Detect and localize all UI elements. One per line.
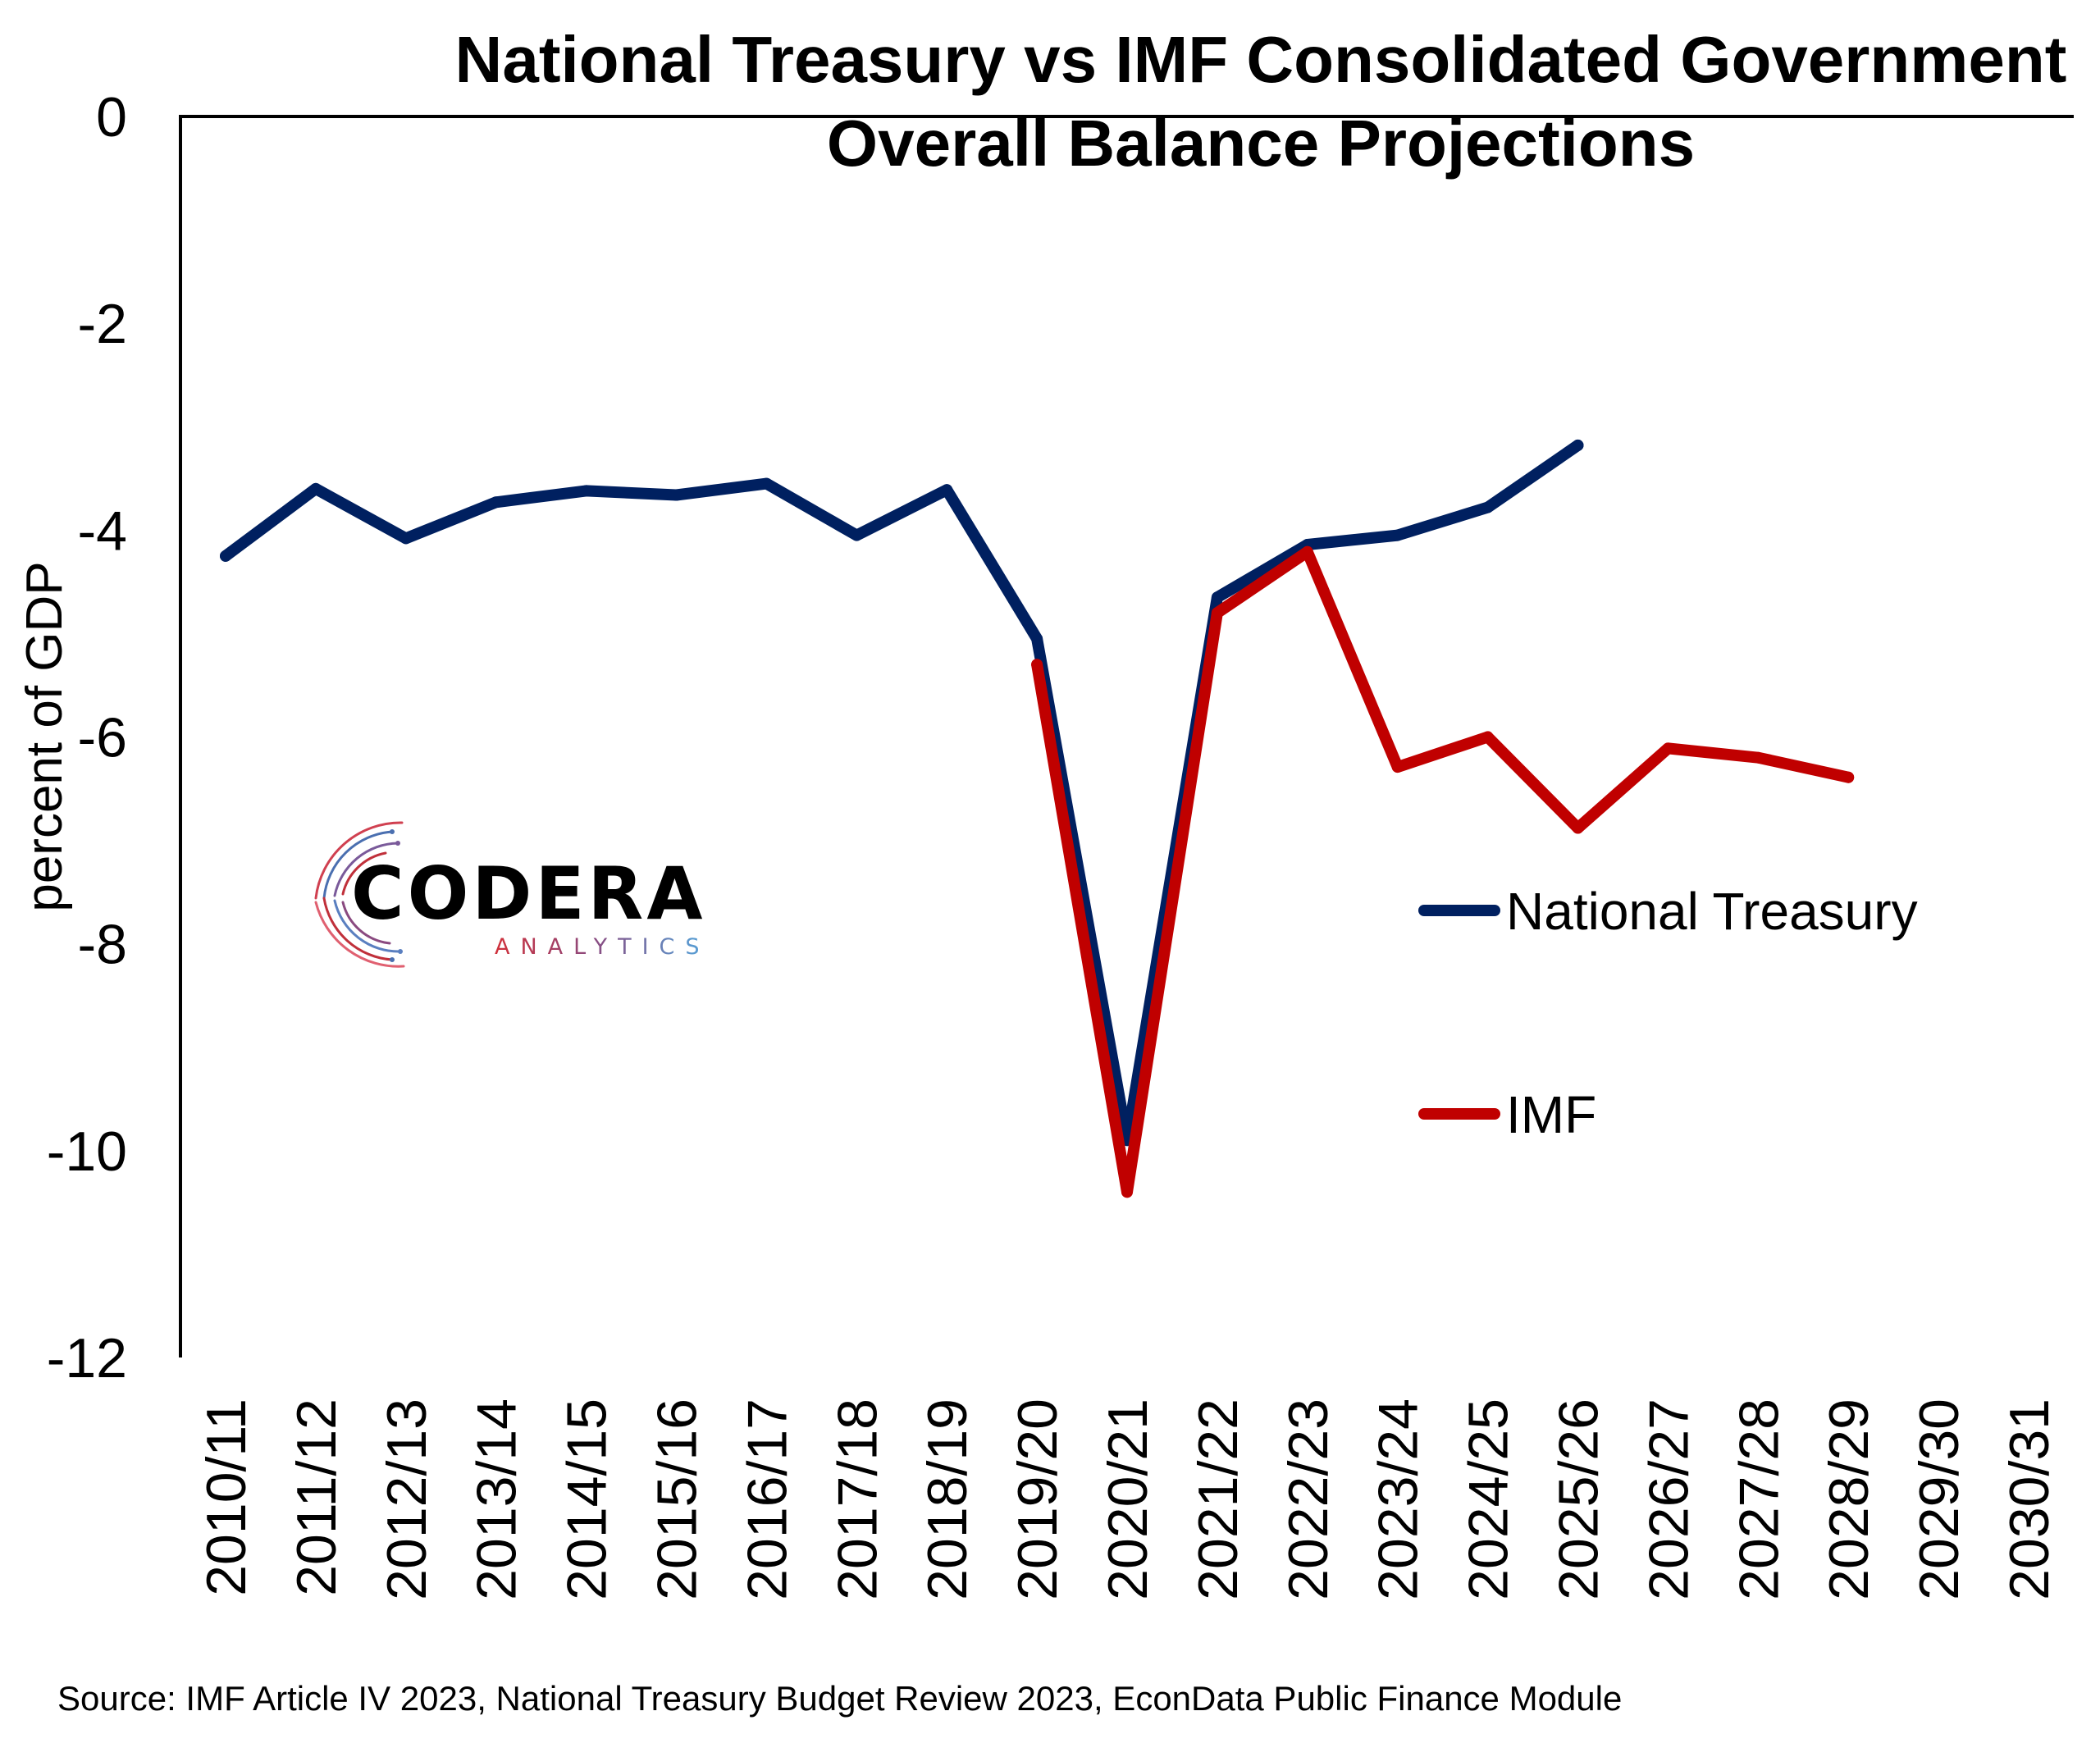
- data-point-national-treasury: [1211, 591, 1223, 604]
- x-tick-label: 2019/20: [1007, 1399, 1069, 1600]
- data-point-imf: [1121, 1186, 1133, 1198]
- y-tick-label: -6: [78, 707, 127, 769]
- x-tick-label: 2026/27: [1637, 1399, 1700, 1600]
- x-tick-label: 2023/24: [1367, 1399, 1430, 1600]
- chart-title-line-1: National Treasury vs IMF Consolidated Go…: [455, 23, 2067, 96]
- data-point-national-treasury: [220, 550, 231, 562]
- data-point-national-treasury: [1031, 632, 1043, 645]
- data-point-national-treasury: [490, 496, 502, 509]
- legend-item-national-treasury: National Treasury: [1418, 882, 1918, 941]
- y-tick-label: 0: [96, 86, 127, 148]
- data-point-national-treasury: [1572, 439, 1584, 451]
- x-tick-label: 2025/26: [1548, 1399, 1610, 1600]
- legend-label-imf: IMF: [1506, 1085, 1596, 1144]
- data-point-imf: [1572, 822, 1584, 834]
- data-point-imf: [1211, 607, 1223, 619]
- data-point-imf: [1301, 545, 1313, 558]
- series-line-national-treasury: [220, 439, 1584, 1147]
- x-tick-label: 2013/14: [466, 1399, 528, 1600]
- y-tick-label: -2: [78, 293, 127, 355]
- x-tick-label: 2024/25: [1458, 1399, 1520, 1600]
- data-point-imf: [1481, 731, 1494, 743]
- data-point-national-treasury: [941, 484, 953, 496]
- data-point-imf: [1752, 751, 1764, 764]
- x-tick-label: 2014/15: [556, 1399, 619, 1600]
- x-tick-label: 2012/13: [376, 1399, 438, 1600]
- x-tick-label: 2018/19: [916, 1399, 979, 1600]
- x-tick-label: 2030/31: [1998, 1399, 2061, 1600]
- x-tick-label: 2020/21: [1097, 1399, 1159, 1600]
- y-tick-labels: 0 -2 -4 -6 -8 -10 -12: [47, 86, 127, 1389]
- series-line-imf: [1031, 545, 1855, 1198]
- x-tick-label: 2015/16: [646, 1399, 708, 1600]
- data-point-national-treasury: [399, 532, 412, 545]
- data-point-national-treasury: [1481, 501, 1494, 513]
- data-point-national-treasury: [851, 529, 863, 541]
- x-tick-label: 2027/28: [1728, 1399, 1790, 1600]
- x-tick-label: 2022/23: [1277, 1399, 1340, 1600]
- x-tick-labels: 2010/11 2011/12 2012/13 2013/14 2014/15 2015/…: [195, 1399, 2061, 1600]
- x-tick-label: 2016/17: [736, 1399, 798, 1600]
- x-tick-label: 2029/30: [1908, 1399, 1970, 1600]
- logo-name: CODERA: [351, 851, 705, 936]
- source-note: Source: IMF Article IV 2023, National Tr…: [57, 1679, 1622, 1718]
- y-tick-label: -4: [78, 500, 127, 562]
- x-tick-label: 2028/29: [1818, 1399, 1880, 1600]
- legend: National Treasury IMF: [1418, 882, 1918, 1144]
- data-point-national-treasury: [1391, 529, 1404, 541]
- y-axis-label: percent of GDP: [16, 561, 73, 911]
- data-point-national-treasury: [309, 482, 322, 495]
- chart-title-line-2: Overall Balance Projections: [827, 107, 1695, 180]
- x-tick-label: 2021/22: [1187, 1399, 1249, 1600]
- data-point-imf: [1842, 771, 1855, 783]
- y-tick-label: -12: [47, 1327, 127, 1389]
- legend-label-national-treasury: National Treasury: [1506, 882, 1918, 941]
- data-point-national-treasury: [670, 489, 682, 501]
- logo-circuit-arcs-icon: [314, 821, 405, 968]
- data-point-national-treasury: [580, 485, 592, 497]
- data-point-imf: [1662, 742, 1674, 755]
- x-tick-label: 2010/11: [195, 1399, 258, 1596]
- data-point-national-treasury: [760, 477, 773, 490]
- data-point-imf: [1391, 761, 1404, 773]
- y-tick-label: -8: [78, 914, 127, 976]
- logo-subtitle: ANALYTICS: [495, 934, 710, 960]
- legend-item-imf: IMF: [1418, 1085, 1596, 1144]
- x-tick-label: 2011/12: [285, 1399, 348, 1596]
- series-lines: [220, 439, 1855, 1198]
- codera-analytics-logo: CODERA ANALYTICS: [314, 821, 710, 968]
- data-point-imf: [1031, 659, 1043, 671]
- y-tick-label: -10: [47, 1120, 127, 1183]
- x-tick-label: 2017/18: [826, 1399, 888, 1600]
